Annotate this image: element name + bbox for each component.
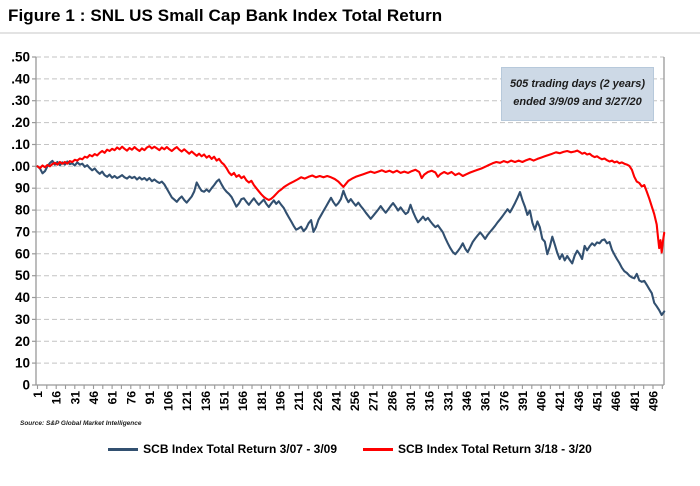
- annotation-box: 505 trading days (2 years) ended 3/9/09 …: [501, 67, 654, 121]
- y-tick-label: .30: [11, 93, 30, 108]
- y-tick-label: 40: [15, 290, 30, 305]
- legend-item-2007-2009: SCB Index Total Return 3/07 - 3/09: [108, 442, 337, 456]
- x-tick-label: 121: [180, 391, 194, 411]
- x-tick-label: 91: [143, 391, 157, 405]
- x-tick-label: 466: [609, 391, 623, 411]
- page-title: Figure 1 : SNL US Small Cap Bank Index T…: [0, 0, 700, 34]
- x-tick-label: 256: [348, 391, 362, 411]
- annotation-line-1: 505 trading days (2 years): [509, 78, 646, 91]
- y-axis-labels: .50 .40 .30 .20 .10 .00 90 80 70 60 50 40 30 20 10 0: [11, 50, 36, 393]
- x-tick-label: 436: [572, 391, 586, 411]
- x-tick-label: 76: [124, 391, 138, 405]
- legend-label: SCB Index Total Return 3/07 - 3/09: [143, 442, 337, 456]
- x-tick-label: 301: [404, 391, 418, 411]
- x-tick-label: 406: [535, 391, 549, 411]
- y-tick-label: 50: [15, 268, 30, 283]
- y-tick-label: .40: [11, 71, 30, 86]
- x-tick-label: 16: [50, 391, 64, 405]
- x-tick-label: 151: [218, 391, 232, 411]
- x-tick-label: 166: [236, 391, 250, 411]
- x-tick-label: 271: [367, 391, 381, 411]
- series-line-2007-2009: [36, 159, 666, 317]
- series-line-2018-2020: [36, 145, 666, 254]
- x-tick-label: 1: [31, 391, 45, 398]
- legend-line-swatch-blue: [108, 447, 139, 451]
- x-tick-label: 196: [274, 391, 288, 411]
- legend-line-swatch-red: [363, 447, 393, 451]
- x-tick-label: 31: [68, 391, 82, 405]
- y-tick-label: 60: [15, 246, 30, 261]
- y-tick-label: 70: [15, 224, 30, 239]
- x-tick-label: 181: [255, 391, 269, 411]
- legend-label: SCB Index Total Return 3/18 - 3/20: [398, 442, 592, 456]
- x-tick-label: 421: [553, 391, 567, 411]
- legend: SCB Index Total Return 3/07 - 3/09 SCB I…: [0, 442, 700, 456]
- x-tick-label: 316: [423, 391, 437, 411]
- y-tick-label: .50: [11, 50, 30, 65]
- x-tick-label: 106: [162, 391, 176, 411]
- x-tick-label: 136: [199, 391, 213, 411]
- annotation-line-2: ended 3/9/09 and 3/27/20: [513, 96, 642, 108]
- x-tick-label: 346: [460, 391, 474, 411]
- y-tick-label: 0: [22, 378, 30, 393]
- x-axis-labels: 1 16 31 46 61 76 91 106 121 136 151 166 181 196 211 226…: [31, 385, 663, 411]
- y-tick-label: .20: [11, 115, 30, 130]
- x-tick-label: 211: [292, 391, 306, 411]
- x-tick-label: 46: [87, 391, 101, 405]
- y-tick-label: 30: [15, 312, 30, 327]
- y-tick-label: 80: [15, 203, 30, 218]
- x-tick-label: 496: [647, 391, 661, 411]
- source-note: Source: S&P Global Market Intelligence: [20, 420, 142, 427]
- y-tick-label: 10: [15, 356, 30, 371]
- x-tick-label: 226: [311, 391, 325, 411]
- x-tick-label: 481: [628, 391, 642, 411]
- x-tick-label: 61: [106, 391, 120, 405]
- y-tick-label: .10: [11, 137, 30, 152]
- x-tick-label: 286: [385, 391, 399, 411]
- y-tick-label: 90: [15, 181, 30, 196]
- x-tick-label: 376: [497, 391, 511, 411]
- x-tick-label: 391: [516, 391, 530, 411]
- legend-item-2018-2020: SCB Index Total Return 3/18 - 3/20: [363, 442, 592, 456]
- y-gridlines: [36, 56, 664, 364]
- y-tick-label: .00: [11, 159, 30, 174]
- x-tick-label: 451: [591, 391, 605, 411]
- x-tick-label: 241: [329, 391, 343, 411]
- x-tick-label: 331: [441, 391, 455, 411]
- x-tick-label: 361: [479, 391, 493, 411]
- y-tick-label: 20: [15, 334, 30, 349]
